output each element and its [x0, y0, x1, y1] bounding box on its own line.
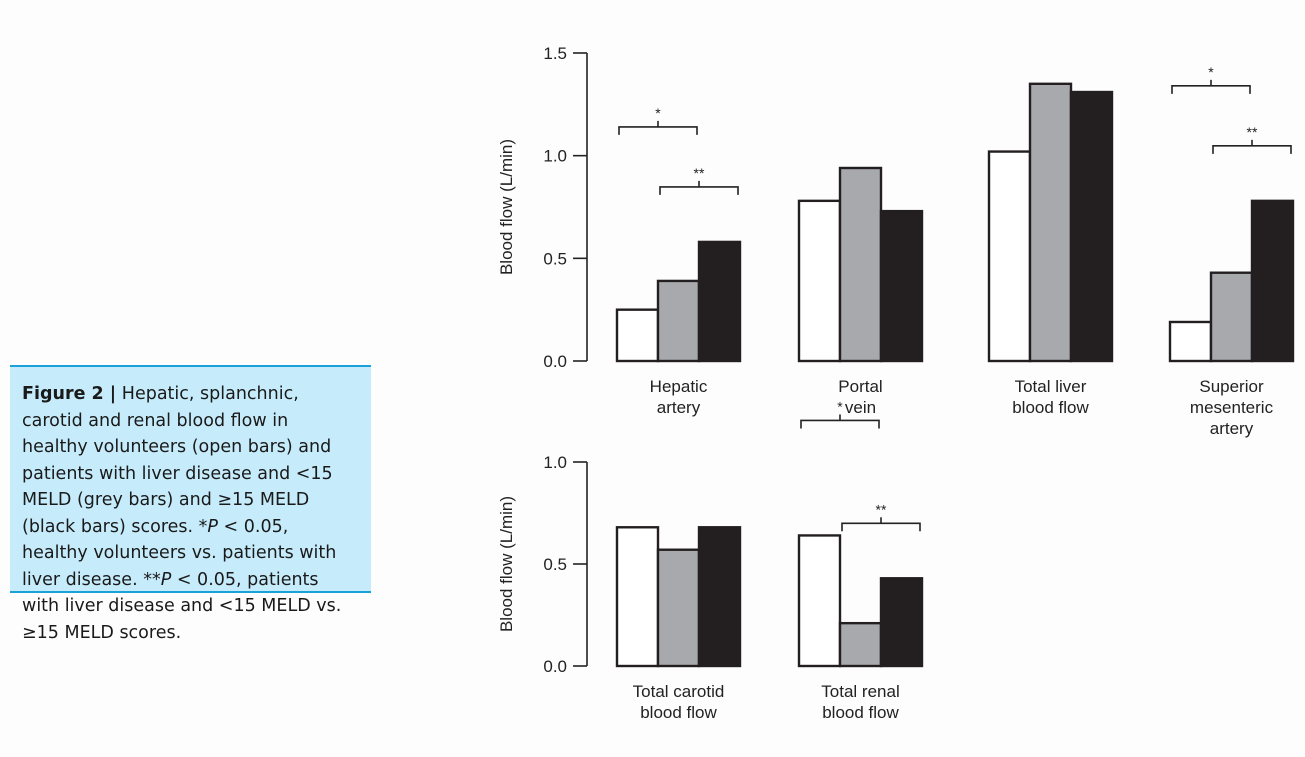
significance-label: **: [1247, 124, 1258, 140]
category-label: blood flow: [822, 703, 899, 722]
caption-body-3: < 0.05, patients with liver disease and …: [22, 569, 342, 643]
bar-black-2: [1069, 90, 1114, 363]
chart-panel-bottom: 0.0 0.5 1.0 Blood flow (L/min) Total carotid…: [497, 398, 924, 722]
bar-open-0: [615, 526, 660, 668]
y-tick-label: 0.0: [543, 352, 567, 371]
caption-label: Figure 2 |: [22, 384, 117, 404]
y-tick-label: 0.0: [543, 657, 567, 676]
chart-panel-top: 0.0 0.5 1.0 1.5 Blood flow (L/min) Hepatic art…: [497, 44, 1295, 438]
significance-label: *: [655, 105, 661, 121]
bar-open-0: [615, 308, 660, 363]
category-label: blood flow: [640, 703, 717, 722]
bar-grey-0: [656, 548, 701, 668]
significance-bracket: [659, 186, 739, 195]
caption-p1: P: [207, 516, 218, 537]
caption-body-2: < 0.05, healthy volunteers vs. patients …: [22, 516, 337, 590]
bar-grey-0: [656, 279, 701, 363]
y-tick-label: 0.5: [543, 249, 567, 268]
figure-caption: Figure 2 | Hepatic, splanchnic, carotid …: [10, 365, 371, 643]
significance-bracket: [1212, 145, 1292, 154]
bar-black-3: [1250, 199, 1295, 363]
significance-label: *: [1208, 64, 1214, 80]
significance-label: **: [694, 165, 705, 181]
category-label: blood flow: [1012, 398, 1089, 417]
category-label: Portal: [838, 377, 882, 396]
bar-open-2: [987, 150, 1032, 363]
category-label: Total carotid: [633, 682, 725, 701]
bar-open-1: [797, 199, 842, 363]
bar-open-3: [1168, 320, 1213, 363]
bar-black-0: [697, 240, 742, 363]
category-label: mesenteric: [1190, 398, 1274, 417]
category-label: artery: [1210, 419, 1254, 438]
category-label: Total renal: [821, 682, 899, 701]
category-label: vein: [845, 398, 876, 417]
significance-bracket: [800, 419, 880, 429]
caption-body: Hepatic, splanchnic, carotid and renal b…: [22, 384, 333, 537]
category-label: Total liver: [1015, 377, 1087, 396]
y-tick-label: 1.0: [543, 453, 567, 472]
y-tick-label: 1.0: [543, 147, 567, 166]
bar-black-0: [697, 526, 742, 668]
y-axis-label: Blood flow (L/min): [497, 139, 516, 275]
significance-label: *: [837, 398, 843, 414]
bar-grey-3: [1209, 271, 1254, 363]
bar-grey-2: [1028, 82, 1073, 363]
significance-label: **: [876, 501, 887, 517]
category-label: artery: [657, 398, 701, 417]
y-axis-label: Blood flow (L/min): [497, 496, 516, 632]
caption-p2: P: [160, 569, 172, 590]
bar-grey-1: [838, 621, 883, 668]
caption-text: Figure 2 | Hepatic, splanchnic, carotid …: [22, 381, 359, 646]
y-tick-label: 1.5: [543, 44, 567, 63]
y-tick-label: 0.5: [543, 555, 567, 574]
significance-bracket: [618, 126, 698, 135]
bar-grey-1: [838, 166, 883, 363]
bar-black-1: [879, 577, 924, 668]
significance-bracket: [1171, 85, 1251, 94]
significance-bracket: [841, 522, 921, 532]
category-label: Superior: [1199, 377, 1264, 396]
bar-black-1: [879, 209, 924, 363]
category-label: Hepatic: [650, 377, 708, 396]
bar-open-1: [797, 534, 842, 668]
